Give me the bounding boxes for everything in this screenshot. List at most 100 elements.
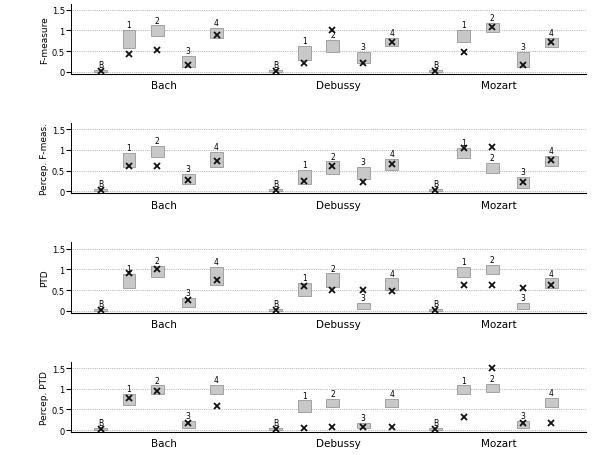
Text: 3: 3 [520,167,526,177]
Text: 2: 2 [490,256,494,265]
Text: 4: 4 [214,375,219,384]
Text: B: B [98,180,103,189]
Text: 2: 2 [330,264,335,273]
Bar [326,162,339,174]
Text: 4: 4 [389,150,394,159]
Text: B: B [433,299,438,308]
Bar [545,39,558,48]
Text: B: B [273,299,278,308]
Text: 3: 3 [361,413,366,422]
Text: 2: 2 [155,16,160,25]
Bar [94,428,107,430]
Bar [182,298,195,307]
Bar [210,29,223,39]
Text: 2: 2 [330,152,335,161]
Bar [458,148,470,159]
Text: 4: 4 [549,29,554,38]
Bar [182,421,195,428]
Bar [517,177,529,188]
Text: 1: 1 [461,376,466,385]
Bar [123,394,136,404]
Bar [517,53,529,68]
Text: 2: 2 [155,376,160,385]
Text: 3: 3 [186,289,191,298]
Bar [210,152,223,168]
Bar [210,385,223,394]
Bar [326,40,339,53]
Bar [94,309,107,311]
Text: 3: 3 [520,294,526,303]
Bar [429,309,442,311]
Text: 2: 2 [490,154,494,163]
Text: 3: 3 [186,411,191,420]
Text: 3: 3 [520,411,526,420]
Bar [269,309,282,311]
Text: 3: 3 [361,294,366,303]
Text: 3: 3 [361,158,366,167]
Bar [545,279,558,288]
Y-axis label: PTD: PTD [40,269,49,287]
Y-axis label: Percep. PTD: Percep. PTD [40,370,49,424]
Text: B: B [433,61,438,70]
Bar [357,423,370,428]
Bar [151,26,164,37]
Text: 1: 1 [302,37,307,46]
Bar [123,30,136,49]
Bar [269,428,282,430]
Bar [385,39,398,47]
Text: 4: 4 [214,143,219,152]
Bar [485,164,498,173]
Text: 1: 1 [302,273,307,282]
Text: 1: 1 [127,384,131,393]
Bar [545,157,558,166]
Bar [269,190,282,192]
Bar [269,71,282,73]
Text: 4: 4 [389,269,394,278]
Bar [385,160,398,170]
Text: B: B [273,180,278,189]
Bar [182,174,195,184]
Bar [210,268,223,285]
Text: B: B [98,61,103,70]
Bar [298,47,311,61]
Bar [298,283,311,297]
Bar [517,303,529,309]
Bar [429,71,442,73]
Text: 2: 2 [330,30,335,40]
Bar [298,400,311,412]
Bar [458,30,470,43]
Bar [485,384,498,392]
Text: 4: 4 [389,389,394,399]
Bar [357,168,370,179]
Bar [485,24,498,33]
Bar [517,421,529,428]
Text: B: B [98,299,103,308]
Text: 4: 4 [214,258,219,267]
Text: 1: 1 [127,265,131,274]
Bar [385,279,398,290]
Bar [458,386,470,394]
Text: B: B [433,180,438,189]
Text: 4: 4 [389,29,394,38]
Text: 2: 2 [330,389,335,399]
Text: B: B [273,61,278,70]
Bar [123,154,136,168]
Text: 3: 3 [186,165,191,174]
Text: B: B [433,418,438,427]
Text: 4: 4 [549,388,554,397]
Text: 3: 3 [361,43,366,52]
Text: B: B [273,418,278,427]
Bar [326,399,339,408]
Bar [458,268,470,277]
Bar [94,190,107,192]
Bar [94,71,107,73]
Text: 2: 2 [155,257,160,266]
Text: 1: 1 [461,139,466,148]
Text: 4: 4 [549,269,554,278]
Y-axis label: Percep. F-meas.: Percep. F-meas. [40,123,49,195]
Bar [123,275,136,288]
Text: 3: 3 [520,43,526,52]
Text: 1: 1 [461,21,466,30]
Text: 4: 4 [549,147,554,156]
Text: 1: 1 [302,391,307,399]
